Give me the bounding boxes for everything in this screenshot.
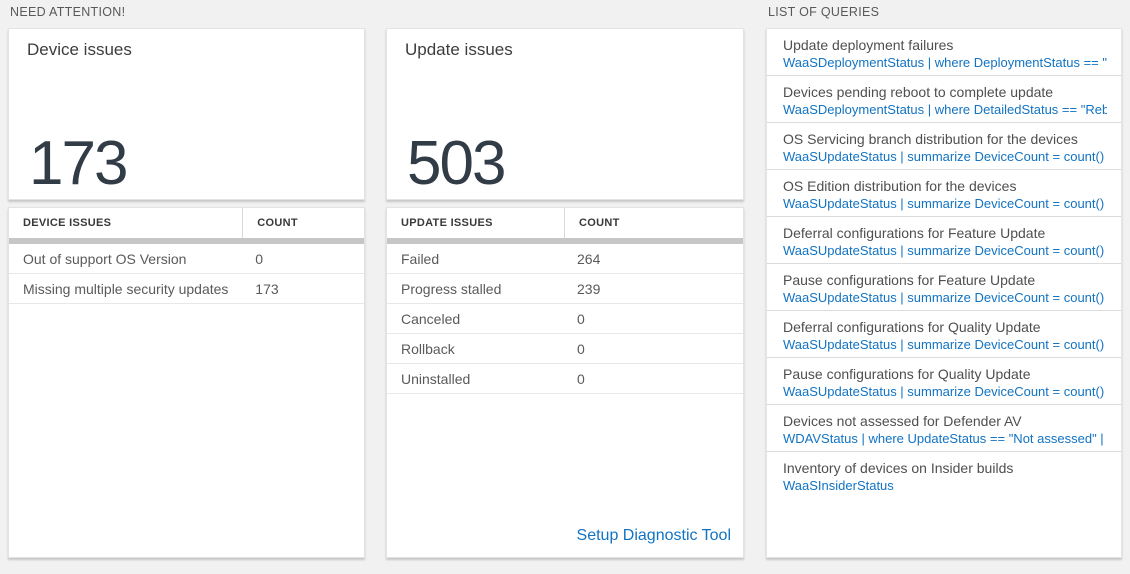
query-item-os-edition-distribution[interactable]: OS Edition distribution for the devices … [767,170,1121,217]
table-row-failed[interactable]: Failed 264 [387,244,743,274]
update-table-header-row: UPDATE ISSUES COUNT [387,208,743,238]
row-count: 0 [577,340,585,357]
row-count: 173 [255,280,279,297]
query-item-pause-feature-update[interactable]: Pause configurations for Feature Update … [767,264,1121,311]
row-count: 264 [577,250,601,267]
update-issues-summary-tile[interactable]: Update issues 503 [386,28,744,200]
table-row-missing-security-updates[interactable]: Missing multiple security updates 173 [9,274,364,304]
row-count: 0 [255,250,264,267]
update-issues-title: Update issues [405,40,513,59]
row-label: Canceled [401,310,461,327]
query-item-update-deployment-failures[interactable]: Update deployment failures WaaSDeploymen… [767,29,1121,76]
query-item-deferral-quality-update[interactable]: Deferral configurations for Quality Upda… [767,311,1121,358]
row-label: Failed [401,250,440,267]
query-item-pause-quality-update[interactable]: Pause configurations for Quality Update … [767,358,1121,405]
query-title: Inventory of devices on Insider builds [783,460,1014,476]
query-title: Deferral configurations for Feature Upda… [783,225,1046,241]
row-count: 0 [577,310,585,327]
update-table-header-issues: UPDATE ISSUES [387,208,565,238]
table-row-rollback[interactable]: Rollback 0 [387,334,743,364]
query-title: Deferral configurations for Quality Upda… [783,319,1041,335]
query-code-link[interactable]: WaaSUpdateStatus | summarize DeviceCount… [783,196,1107,211]
query-list: Update deployment failures WaaSDeploymen… [766,28,1122,558]
table-row-out-of-support[interactable]: Out of support OS Version 0 [9,244,364,274]
query-code-link[interactable]: WaaSInsiderStatus [783,478,894,493]
update-table-scroll-bar [387,238,743,244]
device-issues-summary-tile[interactable]: Device issues 173 [8,28,365,200]
query-title: Devices not assessed for Defender AV [783,413,1022,429]
query-title: Update deployment failures [783,37,954,53]
query-code-link[interactable]: WDAVStatus | where UpdateStatus == "Not … [783,431,1107,446]
table-row-canceled[interactable]: Canceled 0 [387,304,743,334]
query-title: Pause configurations for Feature Update [783,272,1036,288]
device-issues-table: DEVICE ISSUES COUNT Out of support OS Ve… [8,207,365,558]
row-label: Rollback [401,340,455,357]
query-code-link[interactable]: WaaSUpdateStatus | summarize DeviceCount… [783,149,1107,164]
query-code-link[interactable]: WaaSUpdateStatus | summarize DeviceCount… [783,290,1107,305]
row-label: Missing multiple security updates [23,280,229,297]
need-attention-section-label: NEED ATTENTION! [10,5,126,19]
query-code-link[interactable]: WaaSUpdateStatus | summarize DeviceCount… [783,243,1107,258]
setup-diagnostic-tool-link[interactable]: Setup Diagnostic Tool [576,527,731,544]
query-code-link[interactable]: WaaSDeploymentStatus | where DeploymentS… [783,55,1107,70]
query-item-insider-builds-inventory[interactable]: Inventory of devices on Insider builds W… [767,452,1121,499]
update-table-header-count: COUNT [579,217,620,229]
device-issues-count: 173 [29,129,128,198]
row-label: Out of support OS Version [23,250,187,267]
device-table-header-count: COUNT [257,217,298,229]
device-issues-title: Device issues [27,40,132,59]
list-of-queries-section-label: LIST OF QUERIES [768,5,880,19]
device-table-header-row: DEVICE ISSUES COUNT [9,208,364,238]
query-item-deferral-feature-update[interactable]: Deferral configurations for Feature Upda… [767,217,1121,264]
query-title: OS Edition distribution for the devices [783,178,1017,194]
query-title: Devices pending reboot to complete updat… [783,84,1054,100]
query-item-os-servicing-branch[interactable]: OS Servicing branch distribution for the… [767,123,1121,170]
update-issues-table: UPDATE ISSUES COUNT Failed 264 Progress … [386,207,744,558]
device-table-header-issues: DEVICE ISSUES [9,208,244,238]
row-label: Progress stalled [401,280,502,297]
row-label: Uninstalled [401,370,471,387]
query-item-defender-av-not-assessed[interactable]: Devices not assessed for Defender AV WDA… [767,405,1121,452]
query-item-devices-pending-reboot[interactable]: Devices pending reboot to complete updat… [767,76,1121,123]
row-count: 0 [577,370,585,387]
query-code-link[interactable]: WaaSUpdateStatus | summarize DeviceCount… [783,337,1107,352]
update-issues-count: 503 [407,129,506,198]
query-code-link[interactable]: WaaSDeploymentStatus | where DetailedSta… [783,102,1107,117]
table-row-progress-stalled[interactable]: Progress stalled 239 [387,274,743,304]
table-row-uninstalled[interactable]: Uninstalled 0 [387,364,743,394]
row-count: 239 [577,280,601,297]
query-title: Pause configurations for Quality Update [783,366,1031,382]
query-code-link[interactable]: WaaSUpdateStatus | summarize DeviceCount… [783,384,1107,399]
device-table-scroll-bar [9,238,364,244]
query-title: OS Servicing branch distribution for the… [783,131,1078,147]
